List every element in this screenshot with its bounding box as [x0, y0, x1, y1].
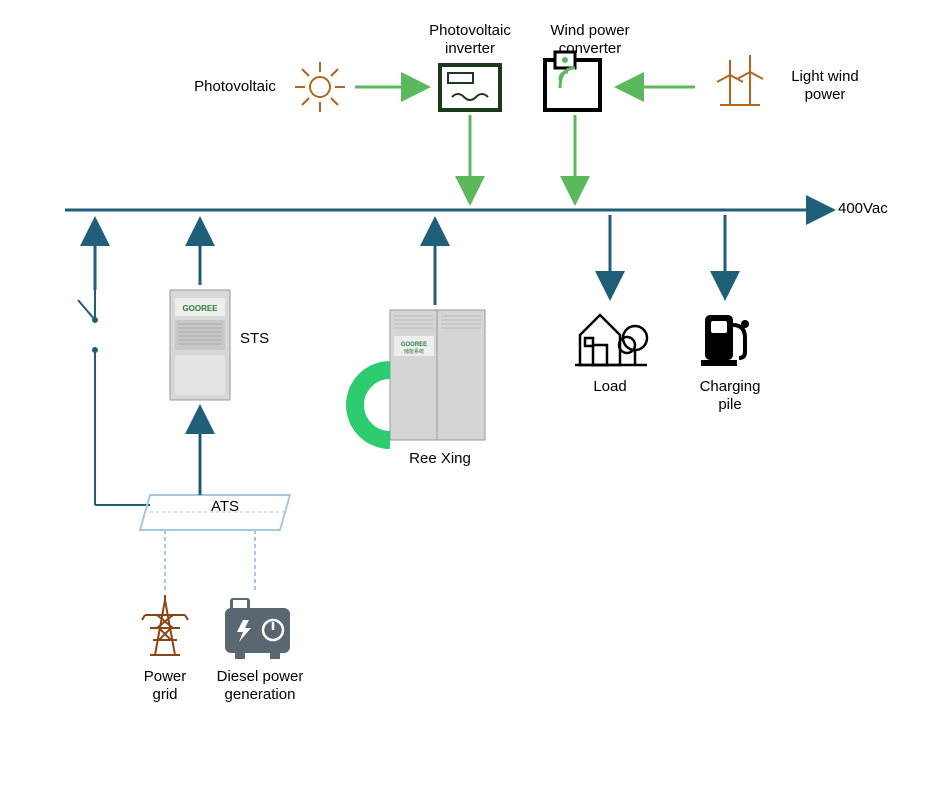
svg-text:GOOREE: GOOREE — [401, 342, 427, 348]
sun-icon — [295, 62, 345, 112]
svg-text:储能系统: 储能系统 — [404, 348, 424, 355]
svg-text:GOOREE: GOOREE — [182, 304, 218, 313]
sts-label: STS — [240, 330, 300, 348]
power-grid-icon — [142, 595, 188, 655]
wind-converter-icon — [545, 52, 600, 110]
pv-inverter-icon — [440, 65, 500, 110]
reexing-label: Ree Xing — [390, 450, 490, 468]
load-house-icon — [575, 315, 647, 365]
wind-turbine-icon — [717, 55, 763, 105]
reexing-cabinet-icon: GOOREE 储能系统 — [355, 310, 485, 440]
sts-cabinet-icon: GOOREE — [170, 290, 230, 400]
photovoltaic-label: Photovoltaic — [185, 78, 285, 96]
ats-label: ATS — [195, 498, 255, 516]
pv-inverter-label: Photovoltaic inverter — [410, 22, 530, 58]
switch-icon — [78, 290, 97, 420]
light-wind-label: Light wind power — [775, 68, 875, 104]
charging-label: Charging pile — [680, 378, 780, 414]
charging-pile-icon — [701, 315, 749, 366]
diesel-generator-icon — [225, 598, 290, 659]
power-grid-label: Power grid — [125, 668, 205, 704]
wind-converter-label: Wind power converter — [530, 22, 650, 58]
bus-label: 400Vac — [838, 200, 918, 218]
diesel-label: Diesel power generation — [205, 668, 315, 704]
load-label: Load — [580, 378, 640, 396]
